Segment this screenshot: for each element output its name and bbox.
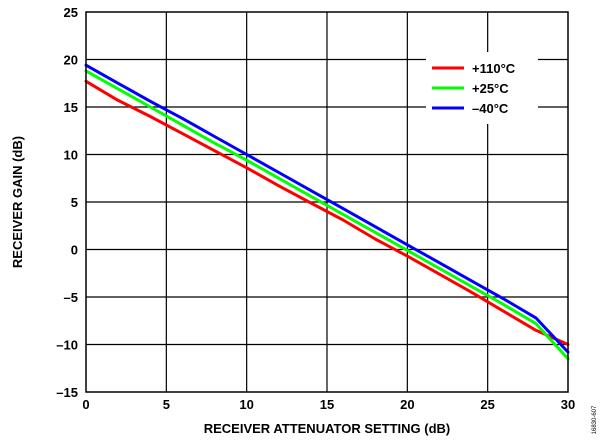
plot-frame (85, 11, 569, 393)
y-tick-label: 5 (71, 195, 78, 210)
x-tick-label: 0 (82, 397, 89, 412)
y-tick-label: 25 (64, 5, 78, 20)
series-line-0 (84, 79, 570, 346)
legend-label-0: +110°C (472, 61, 516, 76)
y-axis-label: RECEIVER GAIN (dB) (10, 136, 25, 268)
x-axis-label: RECEIVER ATTENUATOR SETTING (dB) (204, 421, 451, 436)
series-line-2 (84, 63, 570, 354)
x-tick-label: 30 (561, 397, 575, 412)
y-tick-label: –15 (56, 385, 78, 400)
x-tick-label: 10 (239, 397, 253, 412)
series-group (84, 63, 570, 361)
y-tick-label: –10 (56, 338, 78, 353)
legend: +110°C +25°C –40°C (426, 52, 538, 124)
y-tick-label: 15 (64, 100, 78, 115)
tick-labels: 0 5 10 15 20 25 30 –15 –10 –5 0 5 10 15 20 25 (56, 5, 575, 412)
grid-lines (86, 12, 568, 392)
x-tick-label: 15 (320, 397, 334, 412)
y-tick-label: 20 (64, 53, 78, 68)
y-tick-label: 10 (64, 148, 78, 163)
y-tick-label: 0 (71, 243, 78, 258)
x-tick-label: 5 (163, 397, 170, 412)
y-tick-label: –5 (64, 290, 78, 305)
series-line-1 (84, 69, 570, 361)
figure-id: 16830-607 (592, 405, 598, 434)
legend-label-2: –40°C (472, 101, 509, 116)
legend-label-1: +25°C (472, 81, 509, 96)
x-tick-label: 25 (480, 397, 494, 412)
x-tick-label: 20 (400, 397, 414, 412)
